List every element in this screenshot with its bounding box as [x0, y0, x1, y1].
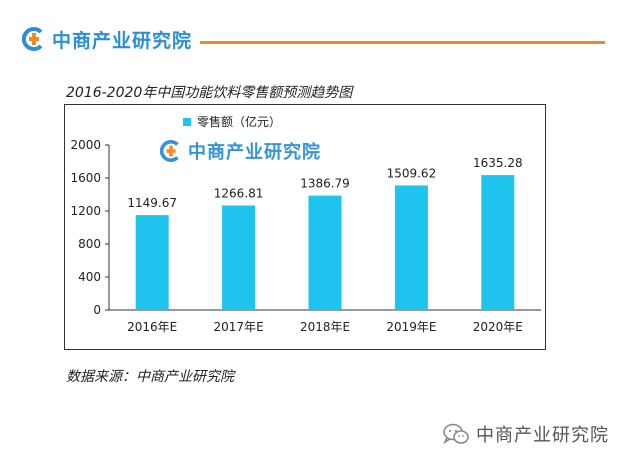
bar — [308, 195, 342, 310]
footer-brand-name: 中商产业研究院 — [476, 425, 609, 446]
wechat-icon — [443, 423, 469, 445]
x-tick-label: 2018年E — [300, 320, 350, 334]
bar — [481, 175, 515, 310]
footer-brand: 中商产业研究院 — [442, 421, 609, 447]
x-tick-label: 2016年E — [127, 320, 177, 334]
bar-chart: 0 400 800 1200 1600 2000 零售额（亿元） 1149.67 2016年E 1… — [70, 114, 541, 334]
data-label: 1635.28 — [473, 156, 523, 170]
x-tick-label: 2017年E — [214, 320, 264, 334]
header-logo: 中商产业研究院 — [22, 24, 192, 54]
y-tick-label: 1200 — [70, 204, 101, 218]
chart-title: 2016-2020年中国功能饮料零售额预测趋势图 — [66, 85, 353, 101]
y-tick-label: 0 — [93, 303, 101, 317]
legend-swatch — [183, 118, 191, 126]
brand-name: 中商产业研究院 — [52, 29, 193, 52]
chart-watermark: 中商产业研究院 — [160, 138, 321, 164]
watermark-brand-name: 中商产业研究院 — [188, 142, 321, 163]
legend-label: 零售额（亿元） — [197, 114, 281, 129]
data-label: 1386.79 — [300, 177, 350, 191]
y-tick-label: 800 — [78, 237, 101, 251]
y-tick-label: 2000 — [70, 138, 101, 152]
data-label: 1509.62 — [387, 166, 437, 180]
data-label: 1266.81 — [214, 186, 264, 200]
data-label: 1149.67 — [127, 196, 177, 210]
bar — [222, 205, 256, 310]
data-source-note: 数据来源：中商产业研究院 — [66, 369, 234, 385]
x-tick-label: 2020年E — [473, 320, 523, 334]
x-tick-label: 2019年E — [386, 320, 436, 334]
brand-logo-icon — [160, 140, 179, 162]
bar — [135, 215, 169, 310]
y-tick-label: 400 — [78, 270, 101, 284]
header-divider — [200, 41, 605, 44]
bar — [394, 185, 428, 310]
brand-logo-icon — [22, 27, 43, 51]
chart-frame: 0 400 800 1200 1600 2000 零售额（亿元） 1149.67 2016年E 1… — [64, 104, 546, 350]
y-tick-label: 1600 — [70, 171, 101, 185]
